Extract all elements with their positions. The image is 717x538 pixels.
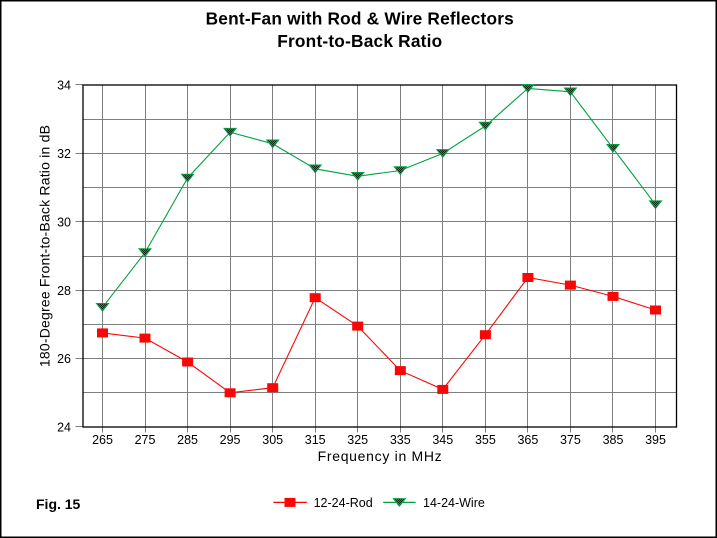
svg-text:34: 34 (57, 79, 71, 93)
svg-text:Frequency in MHz: Frequency in MHz (318, 448, 443, 464)
svg-text:32: 32 (57, 147, 71, 161)
svg-text:355: 355 (475, 433, 496, 447)
svg-text:385: 385 (603, 433, 624, 447)
svg-text:315: 315 (305, 433, 326, 447)
svg-text:375: 375 (560, 433, 581, 447)
svg-text:325: 325 (347, 433, 368, 447)
svg-text:295: 295 (220, 433, 241, 447)
svg-text:285: 285 (177, 433, 198, 447)
svg-text:305: 305 (262, 433, 283, 447)
svg-text:265: 265 (92, 433, 113, 447)
svg-text:345: 345 (432, 433, 453, 447)
svg-text:28: 28 (57, 284, 71, 298)
svg-text:Bent-Fan with Rod & Wire Refle: Bent-Fan with Rod & Wire Reflectors (206, 8, 514, 28)
svg-text:335: 335 (390, 433, 411, 447)
svg-text:14-24-Wire: 14-24-Wire (423, 496, 485, 510)
svg-text:365: 365 (517, 433, 538, 447)
svg-text:Front-to-Back Ratio: Front-to-Back Ratio (277, 31, 442, 51)
svg-text:Fig. 15: Fig. 15 (36, 496, 81, 512)
svg-text:24: 24 (57, 421, 71, 435)
svg-text:180-Degree Front-to-Back Ratio: 180-Degree Front-to-Back Ratio in dB (37, 125, 53, 367)
svg-text:30: 30 (57, 215, 71, 229)
svg-text:12-24-Rod: 12-24-Rod (314, 496, 373, 510)
svg-text:26: 26 (57, 352, 71, 366)
svg-text:275: 275 (135, 433, 156, 447)
svg-text:395: 395 (645, 433, 666, 447)
